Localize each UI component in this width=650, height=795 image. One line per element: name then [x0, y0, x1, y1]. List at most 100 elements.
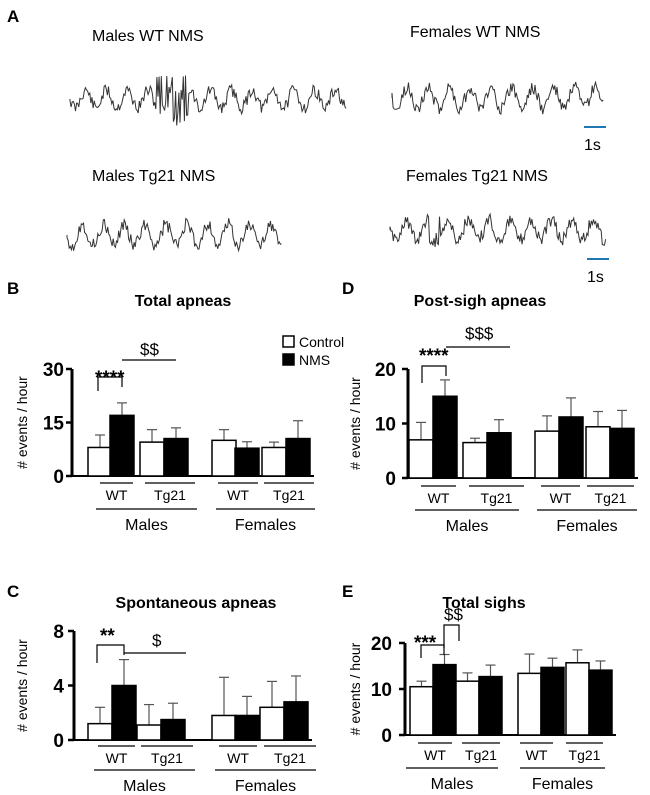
bar-females-wt-control: [534, 430, 560, 479]
bar-females-tg21-control: [585, 426, 611, 479]
sex-label: Females: [235, 517, 296, 534]
y-axis-label: # events / hour: [347, 642, 363, 735]
chart-total-apneas: Total apneas # events / hour 0 15 30 WT Tg21 WT…: [14, 293, 315, 534]
chart-title: Post-sigh apneas: [414, 293, 547, 310]
chart-title: Spontaneous apneas: [116, 595, 277, 612]
bar-males-tg21-nms: [486, 432, 512, 479]
bar-females-wt-nms: [234, 447, 260, 477]
legend-label-control: Control: [299, 334, 344, 350]
bar-females-wt-control: [517, 672, 542, 736]
bar-females-tg21-control: [259, 706, 285, 741]
panel-label-a: A: [7, 7, 19, 26]
y-tick-label: 30: [43, 360, 64, 381]
chart-total-sighs: Total sighs # events / hour 0 10 20 WT Tg21 WT T…: [347, 595, 616, 793]
genotype-label: Tg21: [481, 490, 513, 506]
bar-females-wt-control: [211, 714, 237, 741]
y-tick-label: 4: [53, 677, 64, 698]
significance-stars: ***: [414, 633, 437, 654]
genotype-label: Tg21: [274, 750, 306, 766]
significance-stars: **: [100, 626, 115, 647]
bar-males-tg21-nms: [478, 675, 503, 736]
significance-bracket: [420, 644, 445, 658]
genotype-label: WT: [526, 747, 548, 763]
chart-spontaneous-apneas: Spontaneous apneas # events / hour 0 4 8 WT Tg…: [14, 595, 316, 795]
legend-swatch-control: [282, 335, 295, 348]
legend-label-nms: NMS: [299, 352, 330, 368]
scale-bar-label-top: 1s: [584, 137, 601, 154]
genotype-label: Tg21: [465, 747, 497, 763]
sex-label: Males: [123, 778, 166, 795]
significance-dollar-line: [443, 624, 460, 648]
genotype-label: WT: [106, 487, 128, 503]
significance-bracket: [421, 365, 447, 383]
y-tick-label: 20: [371, 634, 392, 655]
genotype-label: WT: [424, 747, 446, 763]
bar-males-tg21-control: [136, 724, 162, 741]
bar-females-tg21-nms: [285, 437, 311, 477]
significance-dollar: $$: [444, 605, 463, 624]
bar-males-tg21-nms: [160, 718, 186, 741]
panel-a: A Males WT NMS Females WT NMS Males Tg21…: [7, 7, 609, 286]
genotype-label: WT: [227, 487, 249, 503]
legend: Control NMS: [282, 334, 344, 368]
panel-label-d: D: [342, 279, 354, 298]
bar-females-tg21-nms: [609, 427, 635, 479]
sex-label: Females: [235, 778, 296, 795]
panel-label-b: B: [7, 279, 19, 298]
sex-label: Females: [556, 518, 617, 535]
chart-post-sigh-apneas: Post-sigh apneas # events / hour 0 10 20 WT Tg…: [347, 293, 638, 535]
y-tick-label: 15: [43, 414, 65, 435]
chart-title: Total sighs: [442, 595, 525, 612]
genotype-label: WT: [227, 750, 249, 766]
bar-males-wt-nms: [109, 414, 135, 477]
bar-females-tg21-nms: [588, 669, 613, 736]
genotype-label: Tg21: [595, 490, 627, 506]
genotype-label: Tg21: [151, 750, 183, 766]
bar-females-tg21-control: [565, 662, 590, 736]
bar-males-wt-nms: [111, 684, 137, 741]
trace-males-tg21: [66, 217, 282, 253]
sex-label: Males: [431, 776, 474, 793]
bar-females-wt-nms: [540, 666, 565, 736]
panel-label-e: E: [342, 582, 353, 601]
genotype-label: WT: [428, 490, 450, 506]
bar-males-wt-control: [408, 439, 434, 479]
bar-females-tg21-nms: [283, 701, 309, 741]
bar-males-wt-nms: [432, 663, 457, 736]
bar-males-tg21-control: [462, 441, 488, 479]
sex-label: Females: [532, 776, 593, 793]
significance-stars: ****: [95, 368, 125, 389]
genotype-label: Tg21: [154, 487, 186, 503]
trace-title-males-tg21: Males Tg21 NMS: [92, 168, 215, 185]
y-tick-label: 0: [53, 731, 64, 752]
genotype-label: WT: [106, 750, 128, 766]
genotype-label: Tg21: [569, 747, 601, 763]
sex-label: Males: [446, 518, 489, 535]
bar-females-tg21-control: [261, 446, 287, 477]
trace-males-wt: [69, 75, 347, 126]
bar-males-wt-nms: [432, 395, 458, 479]
genotype-label: Tg21: [273, 487, 305, 503]
bar-males-wt-control: [409, 685, 434, 736]
legend-swatch-nms: [282, 353, 295, 366]
y-tick-label: 10: [371, 680, 392, 701]
panel-label-c: C: [7, 582, 19, 601]
chart-title: Total apneas: [135, 293, 232, 310]
bar-males-tg21-control: [139, 441, 165, 477]
y-tick-label: 8: [53, 622, 64, 643]
y-axis-label: # events / hour: [14, 376, 30, 469]
y-axis-label: # events / hour: [347, 377, 363, 470]
trace-title-females-tg21: Females Tg21 NMS: [406, 168, 548, 185]
bar-males-wt-control: [87, 722, 113, 741]
y-tick-label: 0: [385, 469, 396, 490]
y-tick-label: 0: [53, 467, 64, 488]
y-tick-label: 0: [381, 726, 392, 747]
sex-label: Males: [125, 517, 168, 534]
significance-dollar: $$: [140, 340, 159, 359]
bar-females-wt-nms: [234, 714, 260, 741]
trace-females-tg21: [389, 212, 607, 248]
y-tick-label: 10: [375, 415, 396, 436]
significance-dollar: $: [152, 631, 162, 650]
scale-bar-label-bottom: 1s: [587, 269, 604, 286]
